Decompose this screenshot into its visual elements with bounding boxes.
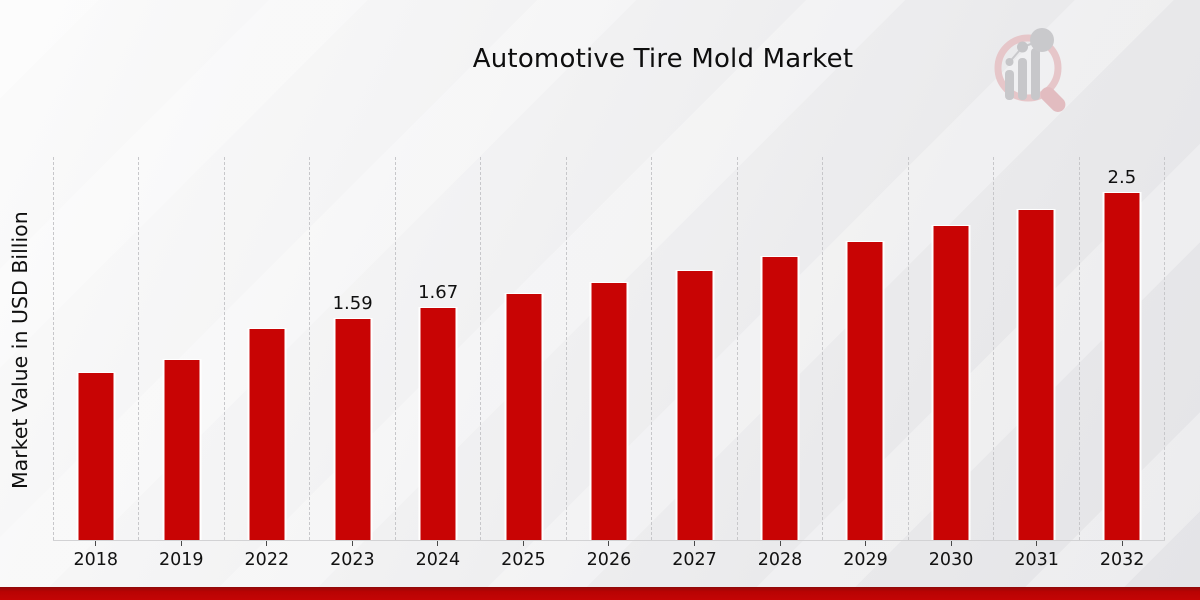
bar-value-label: 1.59 [332,293,373,314]
x-axis-cell: 2029 [823,541,909,570]
x-tick-label: 2024 [415,550,461,570]
x-tick-mark [437,541,439,546]
x-axis-cell: 2024 [395,541,481,570]
x-tick-label: 2032 [1099,550,1145,570]
bar-2019 [162,359,202,540]
x-tick-label: 2022 [244,550,290,570]
x-axis-cell: 2023 [310,541,396,570]
x-axis-cell: 2026 [566,541,652,570]
x-tick-mark [351,541,353,546]
x-tick-label: 2026 [586,550,632,570]
x-tick-label: 2028 [757,550,803,570]
x-tick-label: 2027 [672,550,717,570]
x-tick-mark [693,541,695,546]
x-tick-label: 2018 [73,550,119,570]
bar-cell: 2.5 [1078,157,1166,540]
bar-cell: 1.59 [309,157,394,540]
x-axis-cell: 2019 [139,541,225,570]
bar-cell [822,157,907,540]
x-tick-mark [779,541,781,546]
bar-2025 [504,293,544,540]
x-tick-mark [266,541,268,546]
logo-dot-large [1030,28,1054,52]
bar-cell: 1.67 [394,157,480,540]
bottom-accent-bar [0,587,1200,600]
y-axis-label: Market Value in USD Billion [8,211,32,489]
x-tick-mark [1121,541,1123,546]
logo-bar-large [1031,48,1040,100]
logo-bar-medium [1018,58,1027,100]
x-axis-cell: 2025 [481,541,567,570]
x-tick-mark [865,541,867,546]
x-tick-label: 2030 [928,550,974,570]
x-tick-mark [95,541,97,546]
x-axis-cell: 2030 [908,541,994,570]
bar-2023: 1.59 [333,293,373,540]
bar-cell [223,157,309,540]
x-tick-mark [608,541,610,546]
x-axis-cell: 2031 [994,541,1080,570]
bar-2027 [675,270,715,540]
x-tick-label: 2031 [1014,550,1059,570]
x-axis-cell: 2032 [1079,541,1165,570]
x-tick-label: 2019 [159,550,204,570]
bar-2032: 2.5 [1102,167,1142,540]
logo-magnifier-handle [1040,87,1066,113]
bar-cell [907,157,993,540]
x-tick-mark [950,541,952,546]
logo-dot-small [1005,58,1014,66]
bar-cell [993,157,1078,540]
x-axis-cell: 2028 [737,541,823,570]
x-axis-cell: 2027 [652,541,738,570]
x-tick-label: 2023 [330,550,375,570]
bar-cell [736,157,822,540]
bar-2026 [589,282,629,540]
bar-value-label: 2.5 [1107,167,1137,188]
logo-bar-small [1005,70,1014,100]
x-tick-mark [1036,541,1038,546]
bar-2031 [1016,209,1056,540]
x-tick-mark [522,541,524,546]
x-axis: 2018 2019 2022 2023 2024 2025 2026 2027 2028 2029… [53,541,1165,570]
logo-dot-medium [1017,41,1028,53]
bar-cell [53,157,138,540]
bar-2018 [76,372,116,540]
plot-area: 1.59 1.67 2.5 [53,157,1166,541]
bar-value-label: 1.67 [418,282,459,303]
x-tick-mark [180,541,182,546]
bar-cell [480,157,565,540]
bar-2028 [760,256,800,540]
bar-cell [565,157,651,540]
logo-magnifier-ring [994,34,1062,102]
bar-cell [651,157,736,540]
magnifier-bar-chart-logo-icon [994,28,1066,113]
bar-2024: 1.67 [418,282,458,540]
x-tick-label: 2025 [501,550,546,570]
bar-2030 [931,225,971,540]
bar-2029 [845,241,885,540]
chart-title: Automotive Tire Mold Market [472,44,854,74]
x-axis-cell: 2018 [53,541,139,570]
x-tick-label: 2029 [843,550,888,570]
x-axis-cell: 2022 [224,541,310,570]
bar-cell [138,157,223,540]
bar-2022 [247,328,287,540]
